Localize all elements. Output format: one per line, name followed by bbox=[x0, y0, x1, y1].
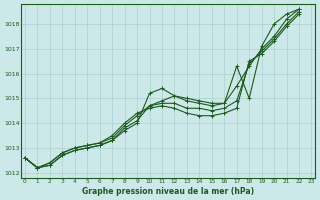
X-axis label: Graphe pression niveau de la mer (hPa): Graphe pression niveau de la mer (hPa) bbox=[82, 187, 254, 196]
